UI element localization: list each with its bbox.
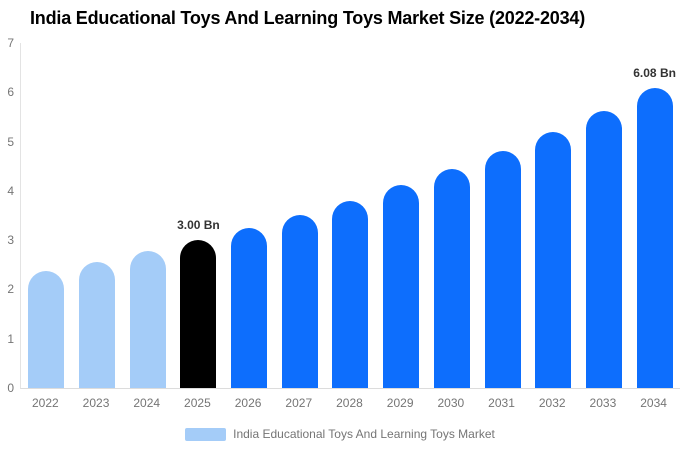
bar-column <box>528 43 579 388</box>
x-axis-label-2026: 2026 <box>234 396 262 410</box>
chart-title: India Educational Toys And Learning Toys… <box>30 8 586 28</box>
x-axis-labels: 2022 2023 2024 2025 2026 2027 2028 2029 2030 2031… <box>20 396 679 410</box>
bar-column <box>325 43 376 388</box>
bar-2027[interactable] <box>281 215 318 388</box>
plot-area: 0 1 2 3 4 5 6 7 3.00 Bn 6.08 Bn <box>7 37 680 394</box>
y-axis-label-7: 7 <box>7 36 14 50</box>
y-axis-label-1: 1 <box>7 331 14 346</box>
x-axis-label-2025: 2025 <box>184 396 211 410</box>
bar-column: 6.08 Bn <box>629 43 680 388</box>
bar-2031[interactable] <box>484 150 521 388</box>
bar-column: 3.00 Bn <box>173 43 224 388</box>
bar-2026[interactable] <box>231 227 268 388</box>
bar-2024[interactable] <box>129 251 166 388</box>
y-axis-tick-labels: 0 1 2 3 4 5 6 7 <box>0 37 14 394</box>
bar-2025[interactable] <box>180 240 217 388</box>
bar-2030[interactable] <box>433 169 470 388</box>
x-axis-label-2024: 2024 <box>133 396 161 410</box>
bar-2028[interactable] <box>332 200 369 388</box>
bar-2029[interactable] <box>383 185 420 388</box>
y-axis-label-6: 6 <box>7 85 14 100</box>
bar-column <box>579 43 630 388</box>
bar-column <box>376 43 427 388</box>
bar-column <box>274 43 325 388</box>
bar-column <box>122 43 173 388</box>
legend-label: India Educational Toys And Learning Toys… <box>233 427 495 441</box>
x-axis-label-2028: 2028 <box>336 396 363 410</box>
bar-column <box>427 43 478 388</box>
y-axis-label-2: 2 <box>7 282 14 297</box>
bar-2023[interactable] <box>79 261 116 388</box>
x-axis-label-2031: 2031 <box>488 396 515 410</box>
bars-container: 3.00 Bn 6.08 Bn <box>21 43 680 388</box>
x-axis-label-2023: 2023 <box>82 396 110 410</box>
x-axis-label-2034: 2034 <box>640 396 667 410</box>
data-label-2025: 3.00 Bn <box>177 218 220 233</box>
y-axis-label-4: 4 <box>7 183 14 198</box>
x-axis-label-2030: 2030 <box>437 396 465 410</box>
legend-swatch[interactable] <box>185 427 227 441</box>
legend-item[interactable]: India Educational Toys And Learning Toys… <box>0 426 680 442</box>
x-axis-label-2032: 2032 <box>538 396 566 410</box>
bar-column <box>477 43 528 388</box>
x-axis-label-2022: 2022 <box>31 396 59 410</box>
bar-2033[interactable] <box>585 111 622 388</box>
bar-2032[interactable] <box>535 131 572 388</box>
bar-2022[interactable] <box>28 271 65 388</box>
y-axis-label-5: 5 <box>7 134 14 149</box>
bar-column <box>72 43 123 388</box>
x-axis-label-2027: 2027 <box>285 396 313 410</box>
bar-column <box>224 43 275 388</box>
x-axis-label-2033: 2033 <box>589 396 617 410</box>
y-axis-label-3: 3 <box>7 233 14 248</box>
data-label-2034: 6.08 Bn <box>633 66 676 81</box>
y-axis-label-0: 0 <box>7 381 14 395</box>
x-axis-label-2029: 2029 <box>386 396 414 410</box>
bar-2034[interactable] <box>636 88 673 388</box>
bar-column <box>21 43 72 388</box>
